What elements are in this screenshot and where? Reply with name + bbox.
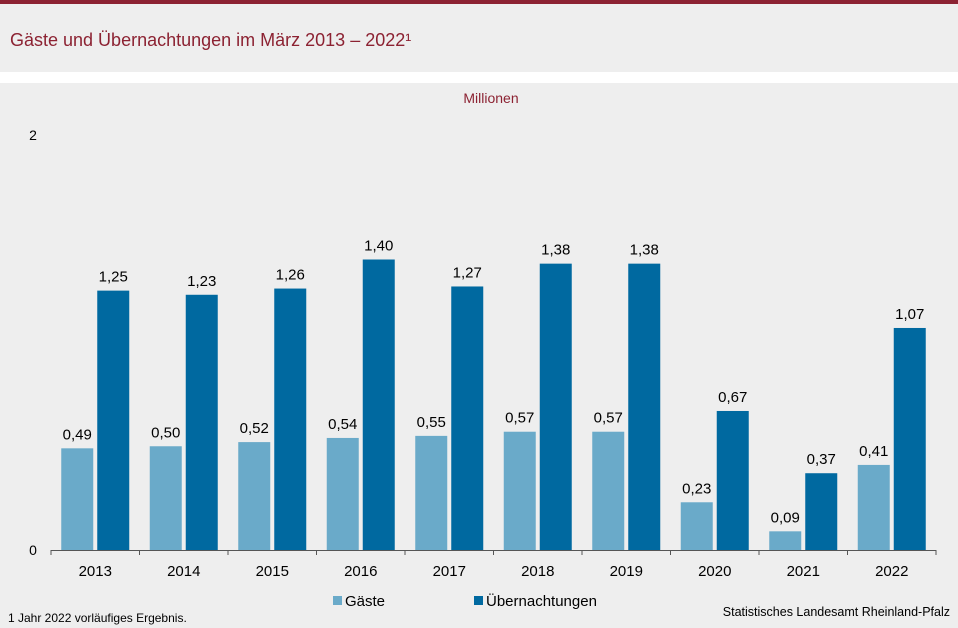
data-label-gaeste-2014: 0,50	[151, 424, 180, 441]
data-label-gaeste-2022: 0,41	[859, 443, 888, 460]
bar-uebernachtungen-2019	[628, 263, 661, 550]
y-tick-label-top: 2	[29, 127, 37, 143]
bar-uebernachtungen-2020	[716, 410, 749, 550]
data-label-uebernachtungen-2021: 0,37	[807, 451, 836, 468]
x-tick-label-2017: 2017	[433, 563, 466, 580]
bar-uebernachtungen-2013	[97, 290, 130, 550]
separator	[0, 72, 958, 83]
legend-label-gaeste: Gäste	[345, 593, 385, 610]
chart-title: Gäste und Übernachtungen im März 2013 – …	[10, 30, 412, 50]
data-label-uebernachtungen-2018: 1,38	[541, 242, 570, 259]
data-label-uebernachtungen-2016: 1,40	[364, 238, 393, 255]
bar-uebernachtungen-2017	[451, 286, 484, 550]
bar-gaeste-2013	[61, 448, 94, 550]
bar-uebernachtungen-2014	[185, 294, 218, 550]
bar-uebernachtungen-2016	[362, 259, 395, 550]
data-label-uebernachtungen-2014: 1,23	[187, 273, 216, 290]
x-tick-label-2016: 2016	[344, 563, 377, 580]
bar-uebernachtungen-2021	[805, 473, 838, 550]
data-label-gaeste-2013: 0,49	[63, 426, 92, 443]
legend-swatch-gaeste	[333, 596, 342, 605]
x-tick-label-2014: 2014	[167, 563, 200, 580]
bar-gaeste-2015	[238, 442, 271, 550]
bar-uebernachtungen-2022	[893, 327, 926, 550]
data-label-gaeste-2016: 0,54	[328, 416, 357, 433]
bar-gaeste-2014	[149, 446, 182, 550]
header: Gäste und Übernachtungen im März 2013 – …	[0, 4, 958, 72]
data-label-uebernachtungen-2020: 0,67	[718, 389, 747, 406]
data-label-uebernachtungen-2022: 1,07	[895, 306, 924, 323]
bar-uebernachtungen-2015	[274, 288, 307, 550]
bar-gaeste-2016	[326, 437, 359, 550]
bar-uebernachtungen-2018	[539, 263, 572, 550]
bar-gaeste-2020	[680, 502, 713, 550]
x-tick-label-2021: 2021	[787, 563, 820, 580]
x-tick-label-2018: 2018	[521, 563, 554, 580]
data-label-uebernachtungen-2019: 1,38	[630, 242, 659, 259]
data-label-uebernachtungen-2013: 1,25	[99, 269, 128, 286]
data-label-uebernachtungen-2015: 1,26	[276, 267, 305, 284]
bar-gaeste-2021	[769, 531, 802, 550]
footnote: 1 Jahr 2022 vorläufiges Ergebnis.	[8, 611, 187, 625]
data-label-gaeste-2015: 0,52	[240, 420, 269, 437]
x-tick-label-2022: 2022	[875, 563, 908, 580]
data-label-gaeste-2017: 0,55	[417, 414, 446, 431]
unit-label: Millionen	[463, 90, 518, 106]
data-label-gaeste-2019: 0,57	[594, 410, 623, 427]
bar-gaeste-2019	[592, 431, 625, 550]
legend-label-uebernachtungen: Übernachtungen	[486, 592, 597, 610]
bar-gaeste-2017	[415, 435, 448, 550]
data-label-gaeste-2018: 0,57	[505, 410, 534, 427]
bar-gaeste-2022	[857, 464, 890, 550]
data-label-uebernachtungen-2017: 1,27	[453, 264, 482, 281]
top-accent-bar	[0, 0, 958, 4]
x-tick-label-2015: 2015	[256, 563, 289, 580]
source-note: Statistisches Landesamt Rheinland-Pfalz	[722, 605, 950, 619]
data-label-gaeste-2021: 0,09	[771, 509, 800, 526]
x-tick-label-2020: 2020	[698, 563, 731, 580]
x-tick-label-2019: 2019	[610, 563, 643, 580]
legend-swatch-uebernachtungen	[474, 596, 483, 605]
x-tick-label-2013: 2013	[79, 563, 112, 580]
y-tick-label-zero: 0	[29, 542, 37, 558]
bar-gaeste-2018	[503, 431, 536, 550]
data-label-gaeste-2020: 0,23	[682, 480, 711, 497]
